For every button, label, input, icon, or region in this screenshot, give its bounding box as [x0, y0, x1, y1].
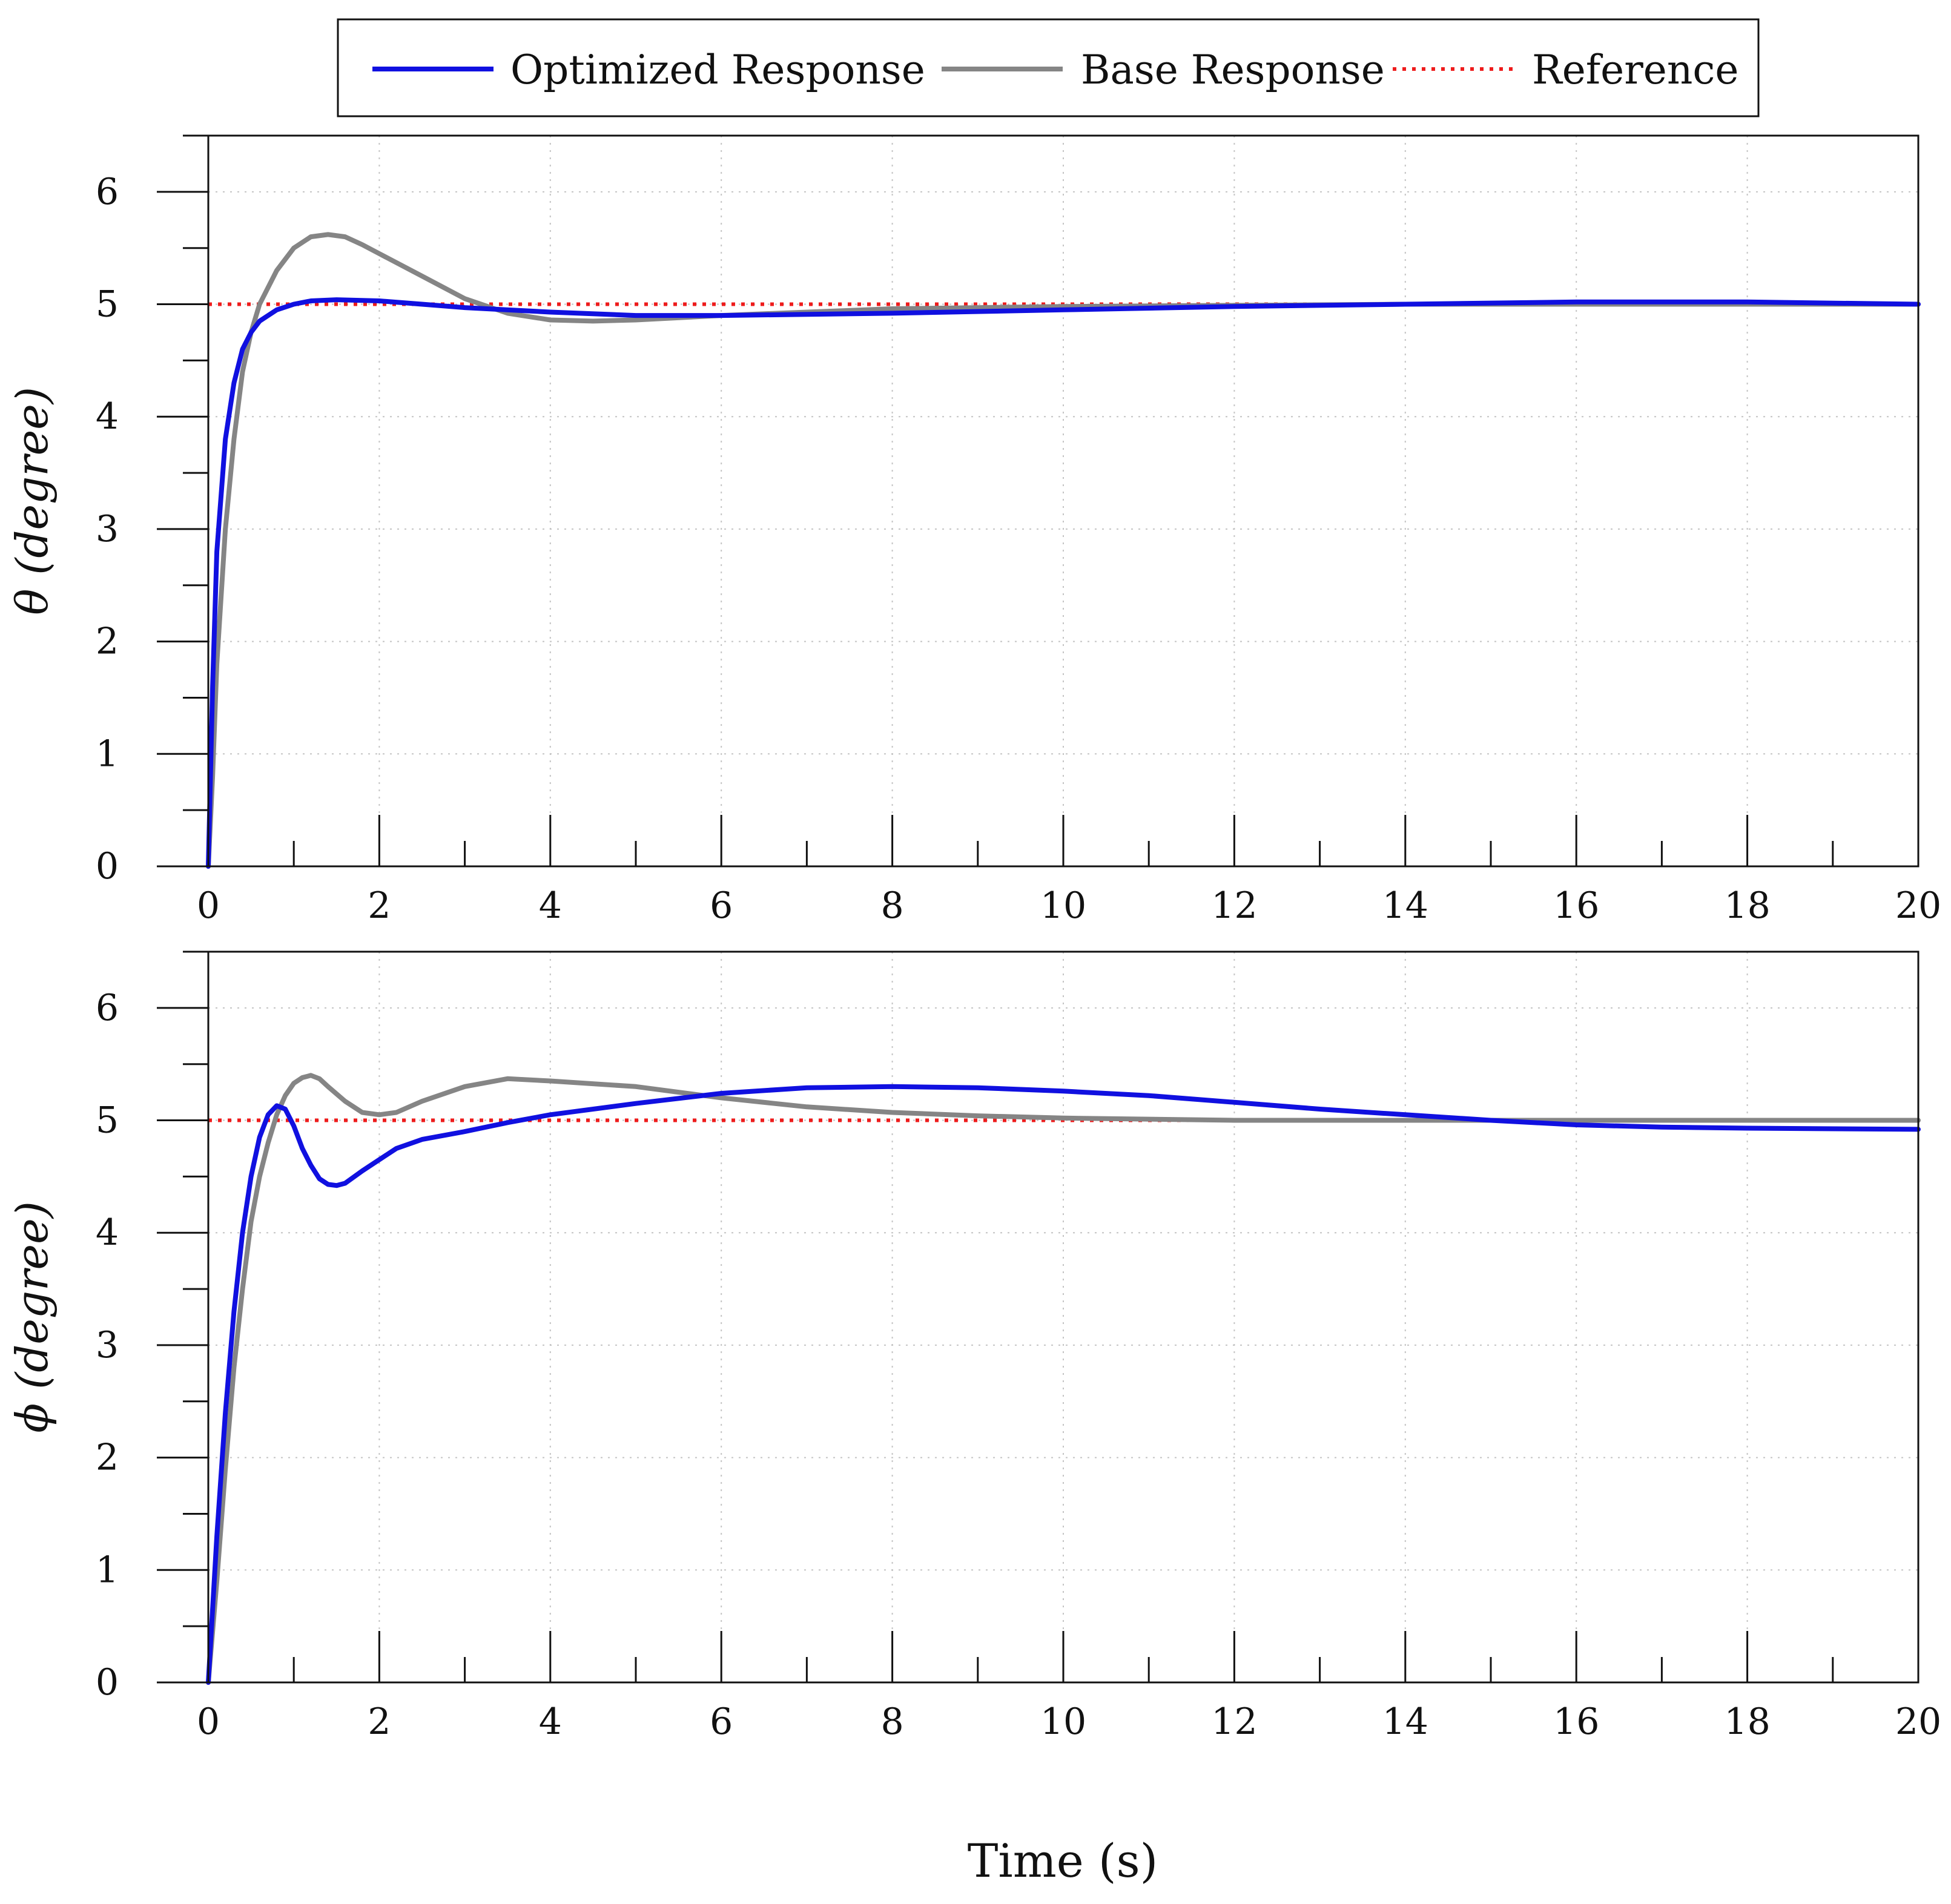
phi-y-tick-label: 1: [96, 1549, 119, 1591]
phi-x-tick-label: 10: [1040, 1701, 1086, 1743]
theta-x-tick-label: 2: [368, 884, 391, 927]
phi-x-tick-label: 12: [1211, 1701, 1257, 1743]
phi-series-optimized-response: [206, 1084, 1921, 1685]
theta-series-optimized-response: [206, 297, 1921, 869]
phi-y-tick-label: 3: [96, 1324, 119, 1366]
theta-x-tick-label: 6: [710, 884, 733, 927]
phi-x-tick-label: 16: [1553, 1701, 1599, 1743]
legend: Optimized Response Base Response Referen…: [337, 18, 1760, 117]
theta-x-tick-label: 10: [1040, 884, 1086, 927]
phi-series-base-response: [206, 1073, 1921, 1685]
phi-y-tick-label: 5: [96, 1099, 119, 1142]
theta-x-tick-label: 12: [1211, 884, 1257, 927]
theta-x-tick-label: 16: [1553, 884, 1599, 927]
phi-y-axis-label: ϕ (degree): [7, 1201, 58, 1433]
phi-x-tick-label: 18: [1724, 1701, 1770, 1743]
phi-y-tick-label: 0: [96, 1661, 119, 1704]
theta-y-tick-label: 2: [96, 621, 119, 663]
theta-x-tick-label: 18: [1724, 884, 1770, 927]
theta-x-tick-label: 20: [1895, 884, 1941, 927]
phi-x-tick-label: 4: [539, 1701, 562, 1743]
theta-y-tick-label: 3: [96, 508, 119, 550]
phi-y-tick-label: 6: [96, 987, 119, 1029]
phi-x-tick-label: 0: [197, 1701, 220, 1743]
legend-reference-label: Reference: [1532, 47, 1738, 93]
theta-y-tick-label: 1: [96, 733, 119, 775]
theta-x-tick-label: 14: [1382, 884, 1428, 927]
x-axis-label: Time (s): [968, 1834, 1158, 1888]
theta-series-base-response: [206, 232, 1921, 869]
phi-series: [206, 1073, 1921, 1685]
phi-y-tick-label: 4: [96, 1211, 119, 1254]
legend-optimized-label: Optimized Response: [510, 47, 925, 93]
theta-y-tick-label: 0: [96, 845, 119, 888]
theta-x-tick-label: 4: [539, 884, 562, 927]
theta-x-tick-label: 0: [197, 884, 220, 927]
theta-y-tick-label: 6: [96, 171, 119, 213]
theta-y-tick-label: 5: [96, 283, 119, 326]
phi-x-tick-label: 8: [881, 1701, 904, 1743]
theta-y-axis-label: θ (degree): [7, 387, 58, 615]
phi-x-tick-label: 20: [1895, 1701, 1941, 1743]
legend-base-label: Base Response: [1081, 47, 1385, 93]
phi-x-tick-label: 6: [710, 1701, 733, 1743]
theta-x-tick-label: 8: [881, 884, 904, 927]
theta-series: [206, 232, 1921, 869]
phi-x-tick-label: 2: [368, 1701, 391, 1743]
phi-x-tick-label: 14: [1382, 1701, 1428, 1743]
phi-y-tick-label: 2: [96, 1437, 119, 1479]
theta-y-tick-label: 4: [96, 395, 119, 438]
